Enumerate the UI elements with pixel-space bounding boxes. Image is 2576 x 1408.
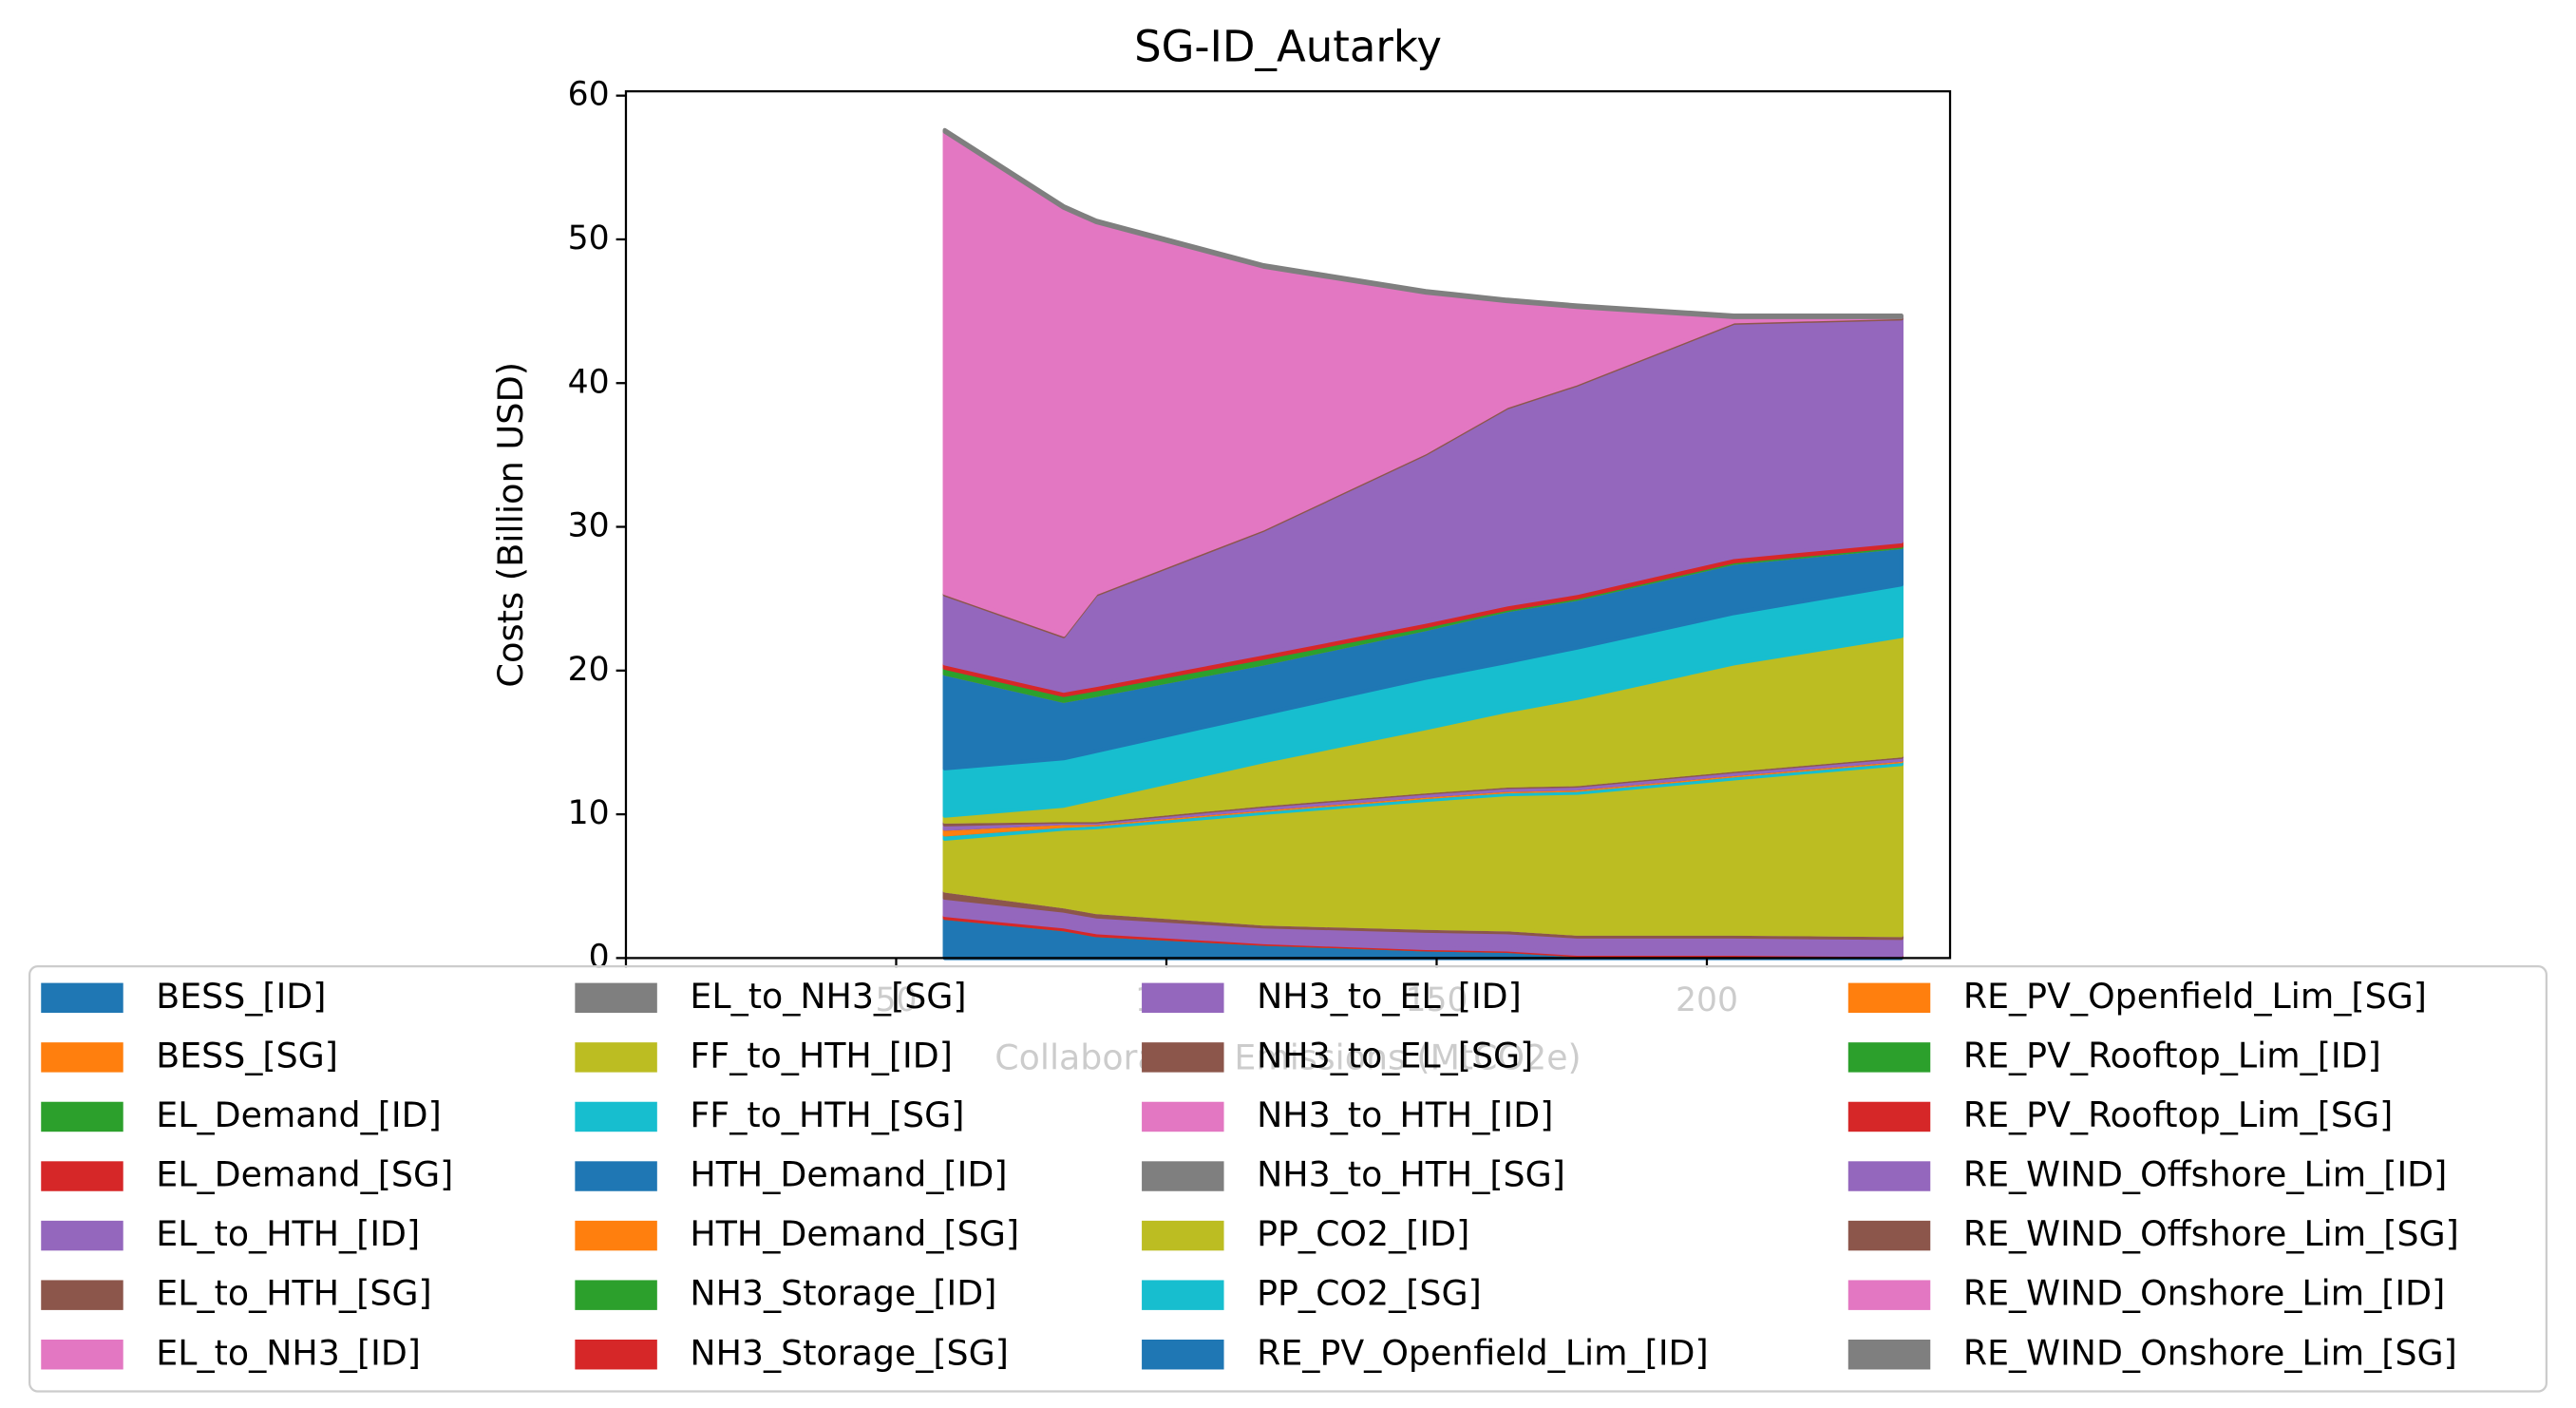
y-tick-label: 40 [568, 363, 610, 401]
legend-swatch [41, 1161, 123, 1191]
legend-label: HTH_Demand_[ID] [690, 1153, 1007, 1194]
legend-swatch [1847, 982, 1931, 1014]
legend-label: RE_PV_Openfield_Lim_[ID] [1257, 1332, 1709, 1373]
y-tick-label: 20 [568, 651, 610, 689]
legend-swatch [575, 1161, 657, 1191]
legend-label: RE_WIND_Onshore_Lim_[ID] [1963, 1273, 2445, 1314]
legend-swatch [575, 1101, 657, 1132]
legend-swatch [575, 1220, 657, 1251]
legend-label: RE_WIND_Offshore_Lim_[ID] [1963, 1153, 2447, 1194]
area [942, 127, 1904, 319]
y-tick-label: 30 [568, 506, 610, 544]
legend-swatch [1142, 1042, 1224, 1073]
legend-label: RE_WIND_Offshore_Lim_[SG] [1963, 1213, 2459, 1254]
legend-label: EL_to_HTH_[SG] [156, 1273, 431, 1314]
legend-label: BESS_[SG] [156, 1035, 338, 1075]
legend-swatch [1847, 1339, 1931, 1370]
plot-frame [624, 89, 1952, 960]
legend-label: FF_to_HTH_[SG] [690, 1094, 964, 1135]
legend-swatch [1142, 1220, 1224, 1251]
legend-label: EL_to_NH3_[SG] [690, 976, 966, 1017]
legend: BESS_[ID] BESS_[SG] EL_Demand_[ID] EL_Deman… [28, 964, 2548, 1393]
legend-swatch [41, 1220, 123, 1251]
y-tick-label: 10 [568, 794, 610, 832]
legend-swatch [41, 982, 123, 1014]
legend-swatch [575, 1339, 657, 1370]
legend-swatch [41, 1042, 123, 1073]
legend-swatch [41, 1101, 123, 1132]
legend-swatch [41, 1339, 123, 1370]
legend-label: FF_to_HTH_[ID] [690, 1035, 952, 1075]
legend-label: EL_Demand_[SG] [156, 1153, 453, 1194]
legend-label: RE_WIND_Onshore_Lim_[SG] [1963, 1332, 2457, 1373]
legend-swatch [1142, 1280, 1224, 1310]
legend-label: RE_PV_Rooftop_Lim_[ID] [1963, 1035, 2381, 1075]
legend-label: EL_to_NH3_[ID] [156, 1332, 421, 1373]
legend-label: HTH_Demand_[SG] [690, 1213, 1019, 1254]
legend-label: NH3_to_HTH_[SG] [1257, 1153, 1565, 1194]
legend-swatch [575, 982, 657, 1014]
chart-title: SG-ID_Autarky [1134, 21, 1442, 71]
legend-label: PP_CO2_[SG] [1257, 1273, 1482, 1314]
legend-label: NH3_Storage_[ID] [690, 1273, 996, 1314]
legend-swatch [1847, 1161, 1931, 1191]
legend-label: RE_PV_Rooftop_Lim_[SG] [1963, 1094, 2393, 1135]
y-axis-label: Costs (Billion USD) [490, 362, 531, 688]
legend-swatch [575, 1042, 657, 1073]
legend-swatch [1142, 1101, 1224, 1132]
legend-label: EL_Demand_[ID] [156, 1094, 441, 1135]
legend-label: NH3_to_HTH_[ID] [1257, 1094, 1553, 1135]
legend-swatch [1142, 982, 1224, 1014]
y-tick-label: 60 [568, 76, 610, 114]
legend-swatch [1847, 1220, 1931, 1251]
legend-swatch [1142, 1161, 1224, 1191]
legend-label: EL_to_HTH_[ID] [156, 1213, 420, 1254]
legend-swatch [1847, 1101, 1931, 1132]
legend-swatch [41, 1280, 123, 1310]
legend-label: RE_PV_Openfield_Lim_[SG] [1963, 976, 2427, 1017]
legend-label: NH3_to_EL_[SG] [1257, 1035, 1533, 1075]
legend-label: NH3_to_EL_[ID] [1257, 976, 1522, 1017]
y-tick-label: 50 [568, 219, 610, 257]
legend-label: PP_CO2_[ID] [1257, 1213, 1469, 1254]
legend-swatch [1847, 1280, 1931, 1310]
legend-swatch [1142, 1339, 1224, 1370]
legend-label: NH3_Storage_[SG] [690, 1332, 1008, 1373]
legend-label: BESS_[ID] [156, 976, 326, 1017]
legend-swatch [1847, 1042, 1931, 1073]
legend-swatch [575, 1280, 657, 1310]
